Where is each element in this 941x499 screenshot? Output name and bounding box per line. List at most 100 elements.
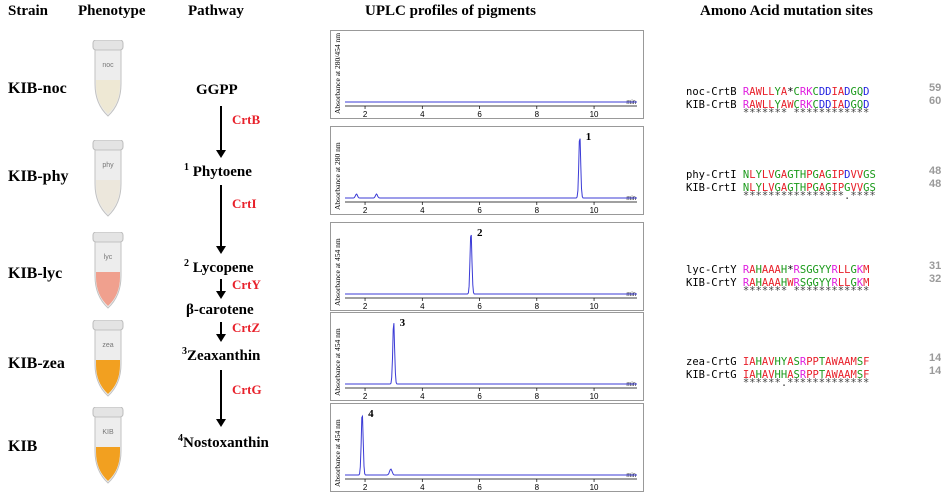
sequence-position: 140 bbox=[929, 365, 941, 377]
alignment-row: phy-CrtI NLYLVGAGTHPGAGIPDVVGS 480 bbox=[686, 165, 941, 183]
x-tick-label: 10 bbox=[590, 206, 599, 214]
chromatogram-trace bbox=[345, 138, 637, 199]
peak-label: 2 bbox=[476, 227, 483, 239]
tube-label: zea bbox=[102, 342, 113, 349]
pathway-phytoene: 1 Phytoene bbox=[184, 162, 252, 181]
alignment-row: noc-CrtB RAWLLYA*CRKCDDIADGQD 59 bbox=[686, 82, 941, 100]
alignment-row: zea-CrtG IAHAVHYASRPPTAWAAMSF 140 bbox=[686, 352, 941, 370]
x-tick-label: 10 bbox=[590, 392, 599, 400]
sequence: RAHAAAH*RSGGYYRLLGKM bbox=[742, 264, 870, 276]
chromatogram-trace bbox=[345, 414, 637, 476]
x-tick-label: 4 bbox=[420, 392, 425, 400]
x-tick-label: 4 bbox=[420, 483, 425, 491]
x-tick-label: 8 bbox=[535, 302, 540, 310]
sequence-position: 480 bbox=[929, 165, 941, 177]
strain-label: KIB-noc bbox=[8, 80, 67, 97]
pathway-zeaxanthin: 3Zeaxanthin bbox=[182, 346, 260, 365]
phenotype-tube: zea bbox=[92, 320, 124, 397]
x-tick-label: 8 bbox=[535, 206, 540, 214]
header-pathway: Pathway bbox=[188, 3, 244, 19]
x-tick-label: 4 bbox=[420, 302, 425, 310]
consensus-line: ****************.**** bbox=[686, 190, 876, 202]
compound-name: Nostoxanthin bbox=[183, 435, 269, 451]
x-tick-label: 8 bbox=[535, 392, 540, 400]
x-unit-label: min bbox=[626, 196, 636, 202]
sequence-name: KIB-CrtB bbox=[686, 99, 743, 111]
consensus-line: ******.************* bbox=[686, 377, 870, 389]
compound-name: Lycopene bbox=[192, 260, 254, 276]
peak-label: 3 bbox=[399, 317, 406, 329]
phenotype-tube: lyc bbox=[92, 232, 124, 309]
enzyme-label: CrtG bbox=[232, 382, 262, 397]
x-tick-label: 6 bbox=[477, 392, 482, 400]
sequence-name: KIB-CrtI bbox=[686, 182, 743, 194]
pathway-arrow bbox=[216, 322, 226, 342]
sequence-position: 320 bbox=[929, 273, 941, 285]
sequence-name: lyc-CrtY bbox=[686, 264, 743, 276]
x-unit-label: min bbox=[626, 100, 636, 106]
compound-number: 3 bbox=[182, 346, 187, 357]
chromatogram-panel: Absorbance at 454 nm 2 4 6 8 10 min 2 bbox=[330, 222, 644, 311]
sequence: NLYLVGAGTHPGAGIPGVVGS bbox=[742, 182, 876, 194]
alignment-row: KIB-CrtG IAHAVHHASRPPTAWAAMSF 140 bbox=[686, 365, 941, 383]
x-tick-label: 6 bbox=[477, 206, 482, 214]
phenotype-tube: KIB bbox=[92, 407, 124, 484]
sequence-position: 319 bbox=[929, 260, 941, 272]
enzyme-label: CrtZ bbox=[232, 320, 261, 335]
enzyme-label: CrtI bbox=[232, 196, 257, 211]
x-tick-label: 8 bbox=[535, 110, 540, 118]
pathway-arrow bbox=[216, 279, 226, 299]
compound-name: Phytoene bbox=[192, 164, 252, 180]
x-unit-label: min bbox=[626, 382, 636, 388]
pathway-arrow bbox=[216, 185, 226, 254]
x-tick-label: 6 bbox=[477, 483, 482, 491]
pathway-arrow bbox=[216, 370, 226, 427]
sequence-name: KIB-CrtY bbox=[686, 277, 743, 289]
tube-label: KIB bbox=[102, 429, 114, 436]
sequence: IAHAVHYASRPPTAWAAMSF bbox=[742, 356, 870, 368]
chromatogram-panel: Absorbance at 280/454 nm 2 4 6 8 10 min bbox=[330, 30, 644, 119]
consensus-line: ******* ************ bbox=[686, 285, 870, 297]
header-phenotype: Phenotype bbox=[78, 3, 146, 19]
tube-label: phy bbox=[102, 162, 114, 169]
pathway-bcarotene: β-carotene bbox=[186, 302, 254, 318]
chromatogram-trace bbox=[345, 323, 637, 385]
pathway-nostoxanthin: 4Nostoxanthin bbox=[178, 433, 269, 452]
sequence: RAWLLYAWCRKCDDIADGQD bbox=[742, 99, 870, 111]
compound-number: 1 bbox=[184, 162, 189, 173]
strain-label: KIB-lyc bbox=[8, 265, 63, 282]
enzyme-label: CrtY bbox=[232, 277, 261, 292]
chromatogram-panel: Absorbance at 280 nm 2 4 6 8 10 min 1 bbox=[330, 126, 644, 215]
strain-label: KIB-phy bbox=[8, 168, 69, 185]
compound-number: 4 bbox=[178, 433, 183, 444]
x-tick-label: 2 bbox=[363, 392, 368, 400]
x-tick-label: 2 bbox=[363, 483, 368, 491]
x-tick-label: 2 bbox=[363, 302, 368, 310]
sequence: NLYLVGAGTHPGAGIPDVVGS bbox=[742, 169, 876, 181]
sequence-position: 140 bbox=[929, 352, 941, 364]
alignment-row: lyc-CrtY RAHAAAH*RSGGYYRLLGKM 319 bbox=[686, 260, 941, 278]
sequence-position: 59 bbox=[929, 82, 941, 94]
sequence-position: 480 bbox=[929, 178, 941, 190]
x-tick-label: 10 bbox=[590, 483, 599, 491]
sequence-name: noc-CrtB bbox=[686, 86, 743, 98]
x-unit-label: min bbox=[626, 473, 636, 479]
strain-label: KIB-zea bbox=[8, 355, 65, 372]
sequence: IAHAVHHASRPPTAWAAMSF bbox=[742, 369, 870, 381]
x-tick-label: 4 bbox=[420, 206, 425, 214]
x-tick-label: 6 bbox=[477, 110, 482, 118]
x-tick-label: 8 bbox=[535, 483, 540, 491]
sequence-position: 60 bbox=[929, 95, 941, 107]
sequence: RAWLLYA*CRKCDDIADGQD bbox=[742, 86, 870, 98]
header-uplc: UPLC profiles of pigments bbox=[365, 3, 536, 19]
tube-label: lyc bbox=[104, 254, 113, 261]
x-tick-label: 10 bbox=[590, 110, 599, 118]
peak-label: 4 bbox=[368, 408, 374, 420]
x-unit-label: min bbox=[626, 292, 636, 298]
peak-label: 1 bbox=[585, 131, 592, 143]
enzyme-label: CrtB bbox=[232, 112, 261, 127]
x-tick-label: 6 bbox=[477, 302, 482, 310]
chromatogram-panel: Absorbance at 454 nm 2 4 6 8 10 min 3 bbox=[330, 312, 644, 401]
pathway-ggpp: GGPP bbox=[196, 82, 238, 98]
chromatogram-trace bbox=[345, 234, 637, 295]
